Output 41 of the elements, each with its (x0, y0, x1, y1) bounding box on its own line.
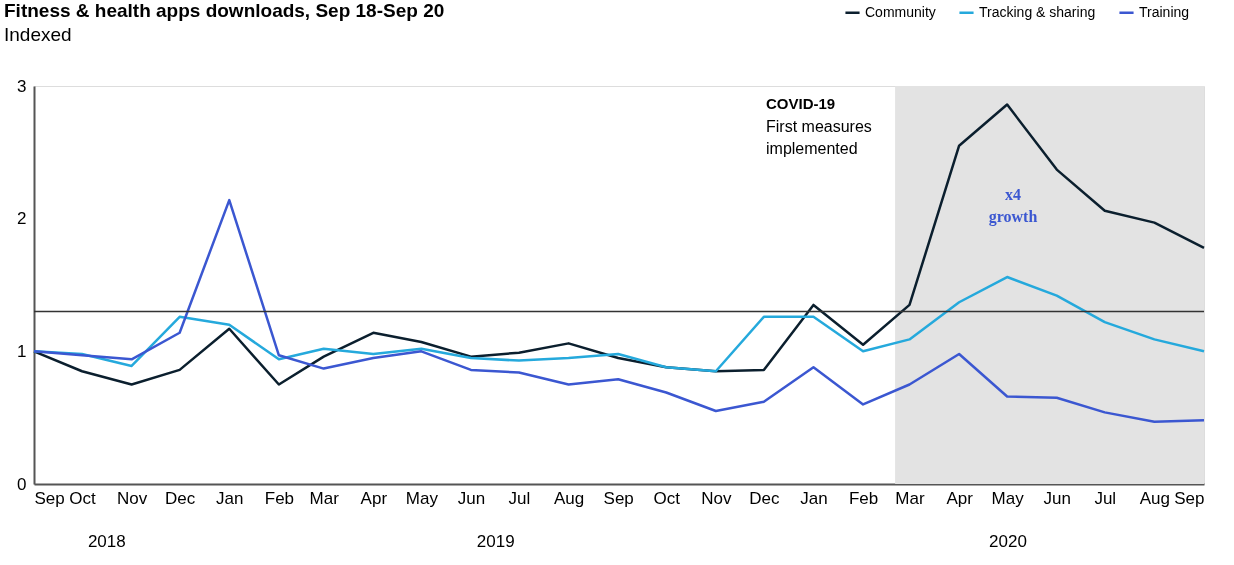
x-tick-label: Nov (117, 488, 148, 508)
x-tick-label: Apr (946, 488, 974, 508)
x-tick-label: Nov (701, 488, 732, 508)
legend-label: Tracking & sharing (979, 3, 1096, 20)
text: 2018 (87, 532, 126, 551)
x-tick-label: Feb (264, 488, 295, 508)
x-tick-label: Dec (749, 488, 780, 508)
x-tick-label: Aug (553, 488, 585, 508)
annotation: COVID-19 (766, 95, 836, 112)
legend-label: Community (865, 3, 936, 20)
y-tick-label: 3 (17, 76, 27, 96)
x-tick-label: Sep (603, 488, 634, 508)
annotation: First measures implemented (766, 118, 872, 157)
x-tick-label: Feb (848, 488, 879, 508)
x-tick-label: Apr (360, 488, 388, 508)
x-tick-label: Jan (800, 488, 828, 508)
x-tick-label: Sep (34, 488, 65, 508)
x-tick-label: Aug (1139, 488, 1171, 508)
x-tick-label: Jun (1043, 488, 1071, 508)
annotation: x4 growth (988, 186, 1038, 226)
y-tick-label: 1 (17, 341, 27, 361)
line-series (32, 198, 1206, 423)
y-tick-label: 2 (17, 209, 27, 229)
x-tick-label: Mar (309, 488, 340, 508)
x-tick-label: Jul (1094, 488, 1117, 508)
chart-subtitle: Indexed (4, 24, 72, 45)
y-tick-label: 0 (17, 474, 27, 494)
text: 2019 (476, 532, 515, 551)
x-tick-label: May (405, 488, 439, 508)
x-tick-label: Oct (69, 488, 97, 508)
x-tick-label: Oct (653, 488, 681, 508)
legend-label: Training (1139, 3, 1190, 20)
x-tick-label: May (991, 488, 1025, 508)
x-tick-label: Dec (165, 488, 196, 508)
x-tick-label: Jan (216, 488, 244, 508)
text: 2020 (989, 532, 1027, 551)
x-tick-label: Mar (895, 488, 925, 508)
x-tick-label: Jun (457, 488, 486, 508)
x-tick-label: Sep (1174, 488, 1205, 508)
x-tick-label: Jul (508, 488, 531, 508)
chart-title: Fitness & health apps downloads, Sep 18-Sep 20 (4, 0, 445, 21)
